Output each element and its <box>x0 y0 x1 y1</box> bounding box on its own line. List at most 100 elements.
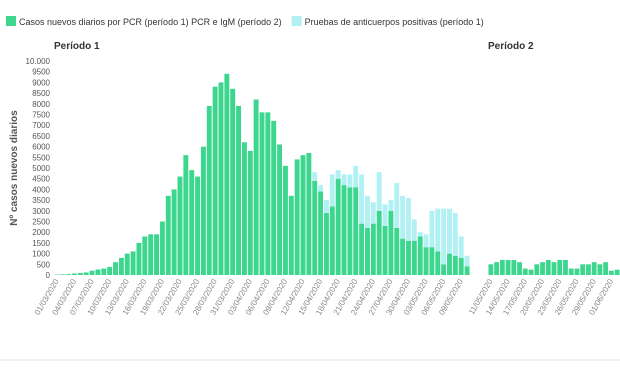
bar-segment <box>312 172 317 181</box>
bar-segment <box>365 228 370 275</box>
bar <box>592 262 597 275</box>
bar <box>580 264 585 275</box>
bar-segment <box>324 213 329 275</box>
bar-segment <box>400 239 405 275</box>
bar-segment <box>277 144 282 275</box>
bar <box>603 262 608 275</box>
bar-segment <box>178 177 183 275</box>
bar-segment <box>207 106 212 275</box>
bar-segment <box>189 170 194 275</box>
bar-segment <box>289 196 294 275</box>
y-tick-label: 0 <box>46 271 51 280</box>
bar-segment <box>342 174 347 185</box>
bar-segment <box>400 196 405 239</box>
y-tick-label: 6500 <box>32 132 50 141</box>
y-tick-label: 5500 <box>32 153 50 162</box>
bar <box>575 269 580 275</box>
bar <box>534 264 539 275</box>
bar <box>540 262 545 275</box>
bar-segment <box>429 247 434 275</box>
bar-segment <box>418 232 423 236</box>
bar-segment <box>394 228 399 275</box>
y-tick-label: 4500 <box>32 175 50 184</box>
bar <box>523 269 528 275</box>
bar-segment <box>388 211 393 275</box>
bar-segment <box>336 179 341 275</box>
panel-title: Período 1 <box>54 41 100 52</box>
y-tick-label: 3000 <box>32 207 50 216</box>
y-tick-label: 3500 <box>32 196 50 205</box>
bar-segment <box>347 174 352 187</box>
bar-segment <box>78 273 83 275</box>
bar-segment <box>377 172 382 211</box>
y-tick-label: 8000 <box>32 100 50 109</box>
bar-segment <box>166 196 171 275</box>
bar-segment <box>131 251 136 275</box>
bar-segment <box>318 185 323 191</box>
bar-segment <box>353 166 358 187</box>
y-tick-label: 500 <box>37 260 51 269</box>
bar <box>569 269 574 275</box>
bar-segment <box>441 264 446 275</box>
bar <box>494 262 499 275</box>
bar <box>615 270 620 275</box>
bar-segment <box>459 258 464 275</box>
panel-title: Período 2 <box>488 41 534 52</box>
bar <box>529 270 534 275</box>
bar-segment <box>371 202 376 223</box>
bar-segment <box>183 155 188 275</box>
legend-swatch <box>6 16 16 26</box>
bar <box>557 260 562 275</box>
bar <box>506 260 511 275</box>
bar <box>511 260 516 275</box>
y-tick-label: 6000 <box>32 143 50 152</box>
bar-segment <box>394 183 399 228</box>
bar-segment <box>383 204 388 225</box>
bar-segment <box>95 269 100 275</box>
bar <box>586 264 591 275</box>
bar-segment <box>330 207 335 275</box>
bar-segment <box>324 200 329 213</box>
y-tick-label: 1000 <box>32 250 50 259</box>
y-tick-label: 7000 <box>32 121 50 130</box>
bar-segment <box>113 262 118 275</box>
bar-segment <box>388 200 393 211</box>
bar-segment <box>424 247 429 275</box>
bar-segment <box>459 236 464 257</box>
bar-segment <box>336 170 341 179</box>
bar-segment <box>125 254 130 275</box>
bar-segment <box>301 155 306 275</box>
bar-segment <box>230 89 235 275</box>
bar-segment <box>242 142 247 275</box>
bar-segment <box>154 234 159 275</box>
y-tick-label: 5000 <box>32 164 50 173</box>
bar <box>598 264 603 275</box>
bar-segment <box>412 241 417 275</box>
bar-segment <box>447 209 452 254</box>
y-axis-label: Nº casos nuevos diarios <box>9 110 20 226</box>
bar <box>546 260 551 275</box>
bar-segment <box>142 236 147 275</box>
y-tick-label: 7500 <box>32 111 50 120</box>
bar-segment <box>435 251 440 275</box>
bar-segment <box>224 74 229 275</box>
bar-segment <box>383 226 388 275</box>
bar-segment <box>236 106 241 275</box>
bar-segment <box>359 224 364 275</box>
bar-segment <box>342 185 347 275</box>
bar-segment <box>72 274 77 275</box>
bar <box>552 262 557 275</box>
y-tick-label: 10.000 <box>26 57 51 66</box>
bar-segment <box>435 209 440 252</box>
bar-segment <box>347 187 352 275</box>
bar-segment <box>195 177 200 275</box>
legend-label: Casos nuevos diarios por PCR (período 1)… <box>19 17 282 27</box>
legend-label: Pruebas de anticuerpos positivas (períod… <box>305 17 484 27</box>
bar-segment <box>330 174 335 206</box>
bar-segment <box>60 274 65 275</box>
bar-segment <box>248 151 253 275</box>
bar-segment <box>377 211 382 275</box>
bar-segment <box>101 269 106 275</box>
